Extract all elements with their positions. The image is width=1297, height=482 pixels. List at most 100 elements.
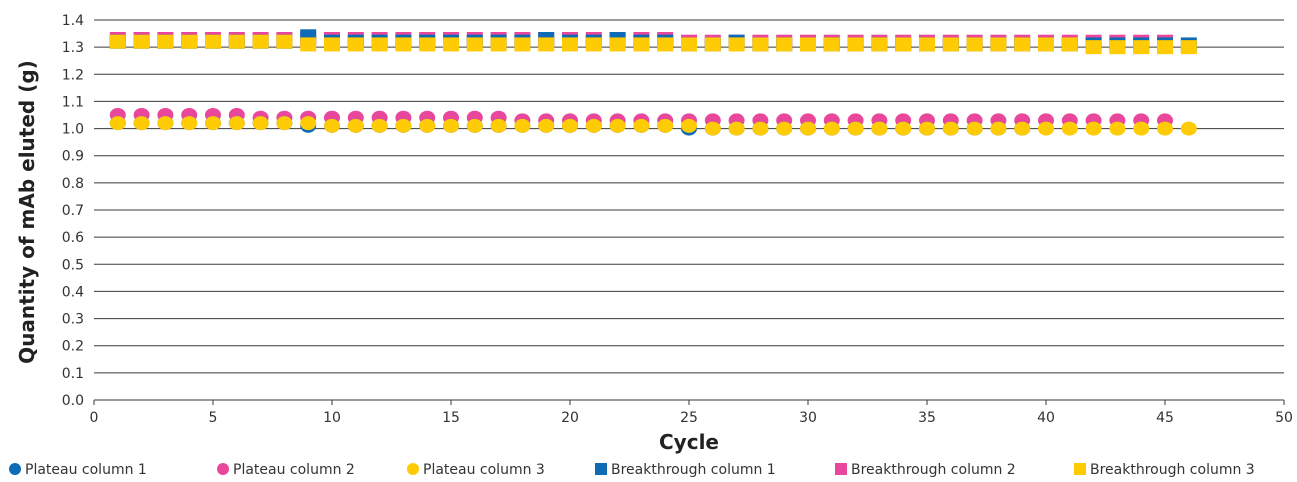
legend-item: Breakthrough column 1 <box>595 462 776 478</box>
data-point <box>1085 121 1102 136</box>
data-point <box>1109 40 1126 55</box>
y-tick-label: 1.4 <box>62 13 84 29</box>
data-point <box>704 37 721 52</box>
legend-label: Plateau column 3 <box>423 462 545 478</box>
data-point <box>1157 40 1173 55</box>
data-point <box>966 37 983 52</box>
legend-marker <box>835 463 847 475</box>
series-6 <box>109 34 1197 55</box>
data-point <box>633 37 650 52</box>
data-point <box>371 118 388 133</box>
x-axis-title: Cycle <box>659 430 719 454</box>
data-point <box>1038 121 1054 136</box>
x-tick-label: 20 <box>561 410 579 426</box>
data-point <box>752 37 769 52</box>
data-point <box>443 118 459 133</box>
legend-label: Breakthrough column 2 <box>851 462 1016 478</box>
data-point <box>324 37 340 52</box>
data-point <box>1133 40 1150 55</box>
x-axis: 0 5 10 15 20 25 30 35 40 45 50 <box>90 400 1293 426</box>
y-axis-title: Quantity of mAb eluted (g) <box>15 60 39 364</box>
data-point <box>1014 121 1031 136</box>
data-point <box>728 37 745 52</box>
data-point <box>562 37 578 52</box>
data-point <box>919 121 935 136</box>
x-tick-label: 40 <box>1037 410 1055 426</box>
data-point <box>752 121 769 136</box>
data-point <box>276 116 293 131</box>
data-point <box>990 121 1007 136</box>
y-tick-label: 0.4 <box>62 284 84 300</box>
y-tick-label: 0.0 <box>62 393 84 409</box>
y-tick-label: 1.0 <box>62 122 84 138</box>
data-point <box>490 37 507 52</box>
data-point <box>538 37 555 52</box>
data-point <box>681 37 697 52</box>
data-point <box>871 121 888 136</box>
data-point <box>1180 40 1197 55</box>
legend-marker <box>407 463 419 475</box>
y-axis: 0.0 0.1 0.2 0.3 0.4 0.5 0.6 0.7 0.8 0.9 1.0 1.1 1.2 1… <box>62 13 84 409</box>
y-tick-label: 1.2 <box>62 67 84 83</box>
data-point <box>847 37 864 52</box>
data-point <box>443 37 459 52</box>
y-tick-label: 0.6 <box>62 230 84 246</box>
data-point <box>347 118 364 133</box>
data-point <box>919 37 935 52</box>
data-point <box>585 118 602 133</box>
data-point <box>562 118 578 133</box>
legend-label: Breakthrough column 1 <box>611 462 776 478</box>
data-point <box>300 116 317 131</box>
data-point <box>157 34 174 49</box>
data-point <box>704 121 721 136</box>
data-point <box>276 34 293 49</box>
data-point <box>728 121 745 136</box>
legend-item: Plateau column 1 <box>9 462 147 478</box>
data-point <box>633 118 650 133</box>
data-point <box>514 118 531 133</box>
data-point <box>990 37 1007 52</box>
data-point <box>800 121 816 136</box>
legend-label: Breakthrough column 3 <box>1090 462 1255 478</box>
x-tick-label: 0 <box>90 410 99 426</box>
data-point <box>1061 37 1078 52</box>
data-point <box>657 118 674 133</box>
legend-marker <box>9 463 21 475</box>
data-point <box>1109 121 1126 136</box>
data-point <box>300 37 317 52</box>
data-point <box>776 37 793 52</box>
data-point <box>252 34 269 49</box>
data-point <box>324 118 340 133</box>
data-points <box>109 29 1197 136</box>
data-point <box>871 37 888 52</box>
data-point <box>395 118 412 133</box>
data-point <box>205 116 221 131</box>
y-tick-label: 1.3 <box>62 40 84 56</box>
data-point <box>181 116 198 131</box>
legend-item: Breakthrough column 3 <box>1074 462 1255 478</box>
data-point <box>585 37 602 52</box>
legend-marker <box>1074 463 1086 475</box>
data-point <box>657 37 674 52</box>
data-point <box>800 37 816 52</box>
data-point <box>371 37 388 52</box>
x-tick-label: 45 <box>1156 410 1174 426</box>
data-point <box>228 116 245 131</box>
x-tick-label: 25 <box>680 410 698 426</box>
y-tick-label: 0.7 <box>62 203 84 219</box>
x-tick-label: 35 <box>918 410 936 426</box>
data-point <box>228 34 245 49</box>
data-point <box>109 116 126 131</box>
data-point <box>895 121 912 136</box>
data-point <box>942 121 959 136</box>
data-point <box>133 34 150 49</box>
data-point <box>466 118 483 133</box>
x-tick-label: 10 <box>323 410 341 426</box>
data-point <box>1038 37 1054 52</box>
series-3 <box>109 116 1197 136</box>
x-tick-label: 30 <box>799 410 817 426</box>
data-point <box>1157 121 1173 136</box>
x-tick-label: 50 <box>1275 410 1293 426</box>
